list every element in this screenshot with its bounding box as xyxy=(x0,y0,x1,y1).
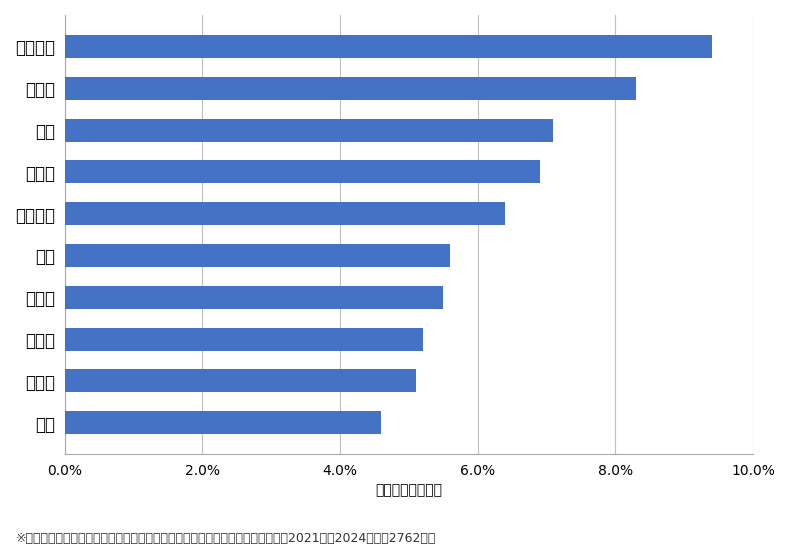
Bar xyxy=(65,286,443,309)
Bar xyxy=(65,328,423,350)
Bar xyxy=(65,411,382,434)
Bar xyxy=(65,118,554,142)
Bar xyxy=(65,35,712,58)
Bar xyxy=(65,369,416,392)
X-axis label: 件数の割合（％）: 件数の割合（％） xyxy=(375,483,442,498)
Bar xyxy=(65,160,540,183)
Bar xyxy=(65,202,506,225)
Bar xyxy=(65,77,636,100)
Bar xyxy=(65,244,450,267)
Text: ※弊社受付の案件を対象に、受付時に市区町村の回答があったものを集計（期間2021年～2024年、誈2762件）: ※弊社受付の案件を対象に、受付時に市区町村の回答があったものを集計（期間2021… xyxy=(16,532,436,545)
